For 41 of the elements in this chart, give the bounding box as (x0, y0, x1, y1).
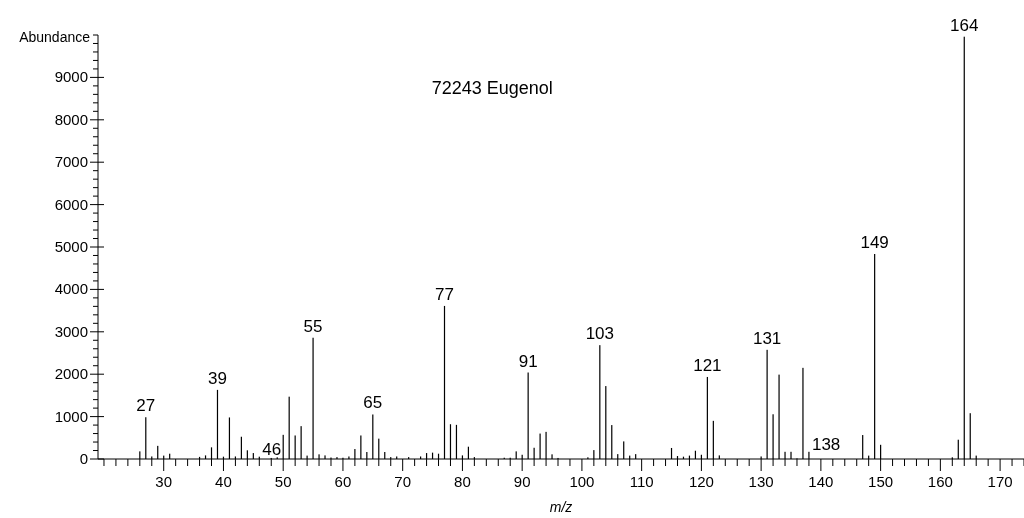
annotation: 46 (262, 439, 282, 459)
x-tick-label: 130 (748, 473, 774, 490)
x-tick-label: 70 (394, 473, 412, 490)
y-tick-label: 4000 (54, 280, 88, 298)
annotation: 77 (435, 284, 454, 304)
annotation: 103 (585, 324, 615, 344)
annotation: 55 (303, 316, 323, 336)
y-tick-label: 2000 (54, 365, 88, 383)
y-tick-label: 3000 (54, 322, 88, 340)
annotation: 121 (693, 355, 722, 375)
text: 72243 Eugenol (431, 78, 553, 99)
x-tick-label: 160 (927, 473, 953, 490)
x-tick-label: 40 (215, 473, 232, 490)
y-tick-label: 6000 (54, 195, 88, 213)
x-axis-title: m/z (549, 499, 573, 515)
annotation: 65 (363, 393, 383, 413)
x-tick-label: 150 (868, 473, 894, 490)
y-tick-label: 1000 (54, 407, 88, 425)
annotation: 27 (136, 396, 156, 416)
annotation: 138 (811, 434, 841, 454)
x-tick-label: 120 (688, 473, 714, 490)
x-tick-label: 50 (274, 473, 292, 490)
annotation: 131 (752, 328, 782, 348)
y-tick-label: 0 (79, 450, 88, 467)
x-tick-label: 170 (987, 473, 1013, 490)
annotation: 164 (950, 15, 979, 35)
x-tick-label: 30 (155, 473, 173, 490)
x-tick-label: 110 (629, 473, 654, 490)
x-tick-label: 90 (513, 473, 531, 490)
annotation: 39 (208, 368, 227, 388)
x-tick-label: 140 (808, 473, 834, 490)
annotation: 91 (518, 351, 538, 371)
y-tick-label: 9000 (54, 68, 88, 86)
annotation: 149 (860, 233, 889, 252)
y-tick-label: 8000 (54, 110, 88, 128)
y-axis-title: Abundance (19, 29, 91, 45)
x-tick-label: 60 (334, 473, 352, 490)
x-tick-label: 80 (454, 473, 471, 490)
x-tick-label: 100 (569, 473, 595, 490)
y-tick-label: 7000 (54, 153, 88, 171)
y-tick-label: 5000 (54, 238, 88, 255)
